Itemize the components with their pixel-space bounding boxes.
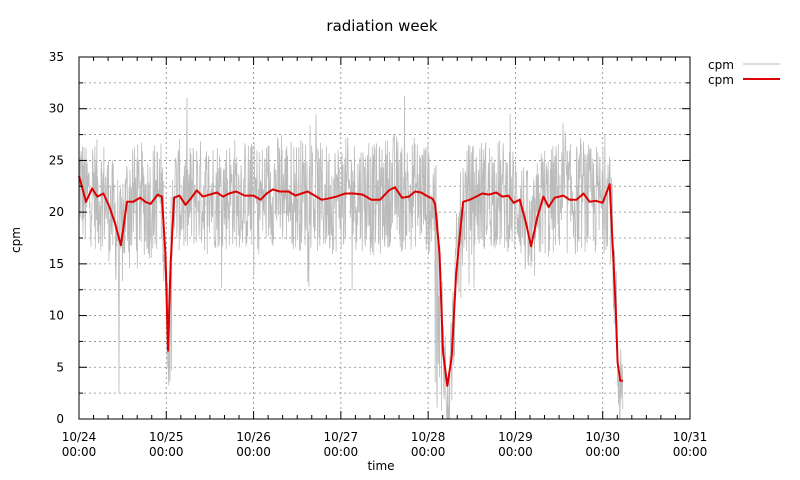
- y-tick-label: 25: [49, 153, 64, 167]
- x-tick-label-date: 10/27: [324, 430, 359, 444]
- y-tick-label: 35: [49, 50, 64, 64]
- x-tick-label-time: 00:00: [149, 445, 184, 459]
- x-tick-label-date: 10/26: [236, 430, 271, 444]
- x-tick-label-time: 00:00: [411, 445, 446, 459]
- y-tick-label: 0: [56, 412, 64, 426]
- x-tick-label-date: 10/25: [149, 430, 184, 444]
- y-tick-label: 30: [49, 102, 64, 116]
- x-tick-label-time: 00:00: [236, 445, 271, 459]
- x-tick-label-time: 00:00: [498, 445, 533, 459]
- x-tick-label-time: 00:00: [324, 445, 359, 459]
- x-tick-label-date: 10/24: [62, 430, 97, 444]
- legend: cpm cpm: [708, 58, 780, 87]
- x-axis-label: time: [367, 459, 394, 473]
- grid: [79, 57, 690, 419]
- legend-label-raw: cpm: [708, 58, 734, 72]
- x-tick-label-time: 00:00: [673, 445, 708, 459]
- y-tick-label: 10: [49, 309, 64, 323]
- legend-label-smoothed: cpm: [708, 73, 734, 87]
- x-tick-label-time: 00:00: [585, 445, 620, 459]
- x-tick-label-date: 10/29: [498, 430, 533, 444]
- y-tick-label: 5: [56, 360, 64, 374]
- axis-ticks: [78, 56, 691, 420]
- x-tick-label-date: 10/28: [411, 430, 446, 444]
- tick-labels: 0510152025303510/2400:0010/2500:0010/260…: [49, 50, 708, 459]
- y-axis-label: cpm: [9, 227, 23, 253]
- series-smoothed-line: [78, 175, 623, 387]
- chart-title: radiation week: [326, 17, 437, 35]
- x-tick-label-time: 00:00: [62, 445, 97, 459]
- smoothed-series: [78, 175, 623, 387]
- y-tick-label: 15: [49, 257, 64, 271]
- y-tick-label: 20: [49, 205, 64, 219]
- x-tick-label-date: 10/30: [585, 430, 620, 444]
- x-tick-label-date: 10/31: [673, 430, 708, 444]
